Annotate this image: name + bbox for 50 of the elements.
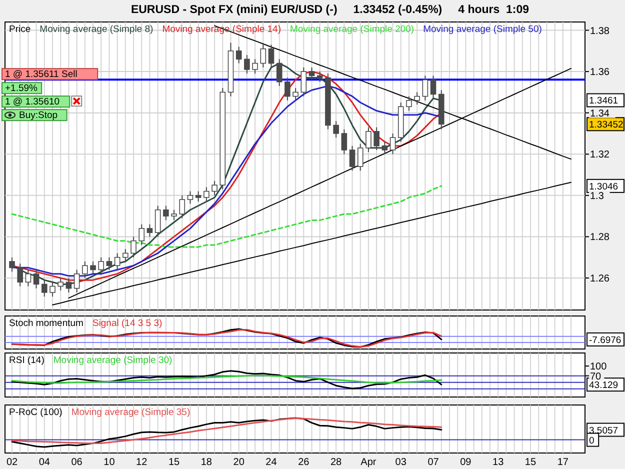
x-tick-label: 09: [460, 457, 472, 468]
x-tick-label: 18: [200, 457, 212, 468]
y-tick-label: 1.36: [590, 67, 610, 78]
y-tick-label: 1.26: [590, 274, 610, 284]
annotation: 43.129: [589, 380, 618, 392]
x-tick-label: 07: [428, 457, 440, 468]
annotation: Buy:Stop: [19, 110, 58, 122]
series-label: RSI (14): [9, 355, 44, 366]
chart-title: EURUSD - Spot FX (mini) EUR/USD (-) 1.33452 (-0.45%) 4 hours 1:09: [130, 4, 530, 16]
ref-line-label: 1 @ 1.35611 Sell: [5, 69, 78, 80]
y-tick-label: 1.34: [590, 108, 610, 120]
x-tick-label: 17: [557, 457, 569, 468]
y-tick-label: 1.32: [590, 150, 610, 161]
annotation: +1.59%: [5, 83, 38, 94]
x-tick-label: 15: [524, 457, 536, 468]
x-tick-label: 04: [38, 457, 50, 468]
x-tick-label: 26: [298, 457, 310, 468]
annotation: 1.3461: [589, 96, 618, 107]
x-tick-label: 24: [266, 457, 278, 468]
series-label: Moving average (Simple 30): [53, 355, 172, 366]
annotation: 3.5057: [589, 425, 618, 436]
annotation: -7.6976: [589, 334, 622, 346]
y-tick-label: 70: [590, 371, 602, 382]
x-tick-label: 10: [104, 457, 116, 468]
x-tick-label: 02: [6, 457, 18, 468]
x-tick-label: 03: [395, 457, 407, 468]
x-tick-label: 13: [492, 457, 504, 468]
x-tick-label: 12: [136, 457, 148, 468]
legend-title: Price: [9, 24, 31, 35]
y-tick-label: 1.28: [590, 232, 610, 244]
x-tick-label: 15: [168, 457, 180, 468]
y-tick-label: 1.38: [590, 26, 610, 37]
x-tick-label: 06: [71, 457, 83, 468]
text: Moving average (Simple 50): [423, 24, 542, 35]
annotation: 0: [589, 435, 594, 446]
text: Moving average (Simple 200): [290, 24, 414, 35]
series-label: Signal (14 3 5 3): [92, 318, 162, 329]
y-tick-label: 1.3: [590, 190, 604, 202]
x-tick-label: Apr: [360, 457, 377, 468]
x-tick-label: 28: [330, 457, 342, 468]
series-label: Stoch momentum: [9, 318, 84, 329]
text: Moving average (Simple 14): [162, 24, 281, 35]
annotation: 1.3046: [589, 181, 618, 192]
series-label: Moving average (Simple 35): [71, 407, 190, 418]
annotation: 1 @ 1.35610: [5, 96, 60, 108]
x-tick-label: 20: [233, 457, 245, 468]
text: P-RoC (100): [9, 407, 62, 418]
annotation: 1.33452: [589, 120, 624, 131]
text: Moving average (Simple 8): [40, 24, 154, 35]
y-tick-label: 100: [590, 362, 608, 373]
